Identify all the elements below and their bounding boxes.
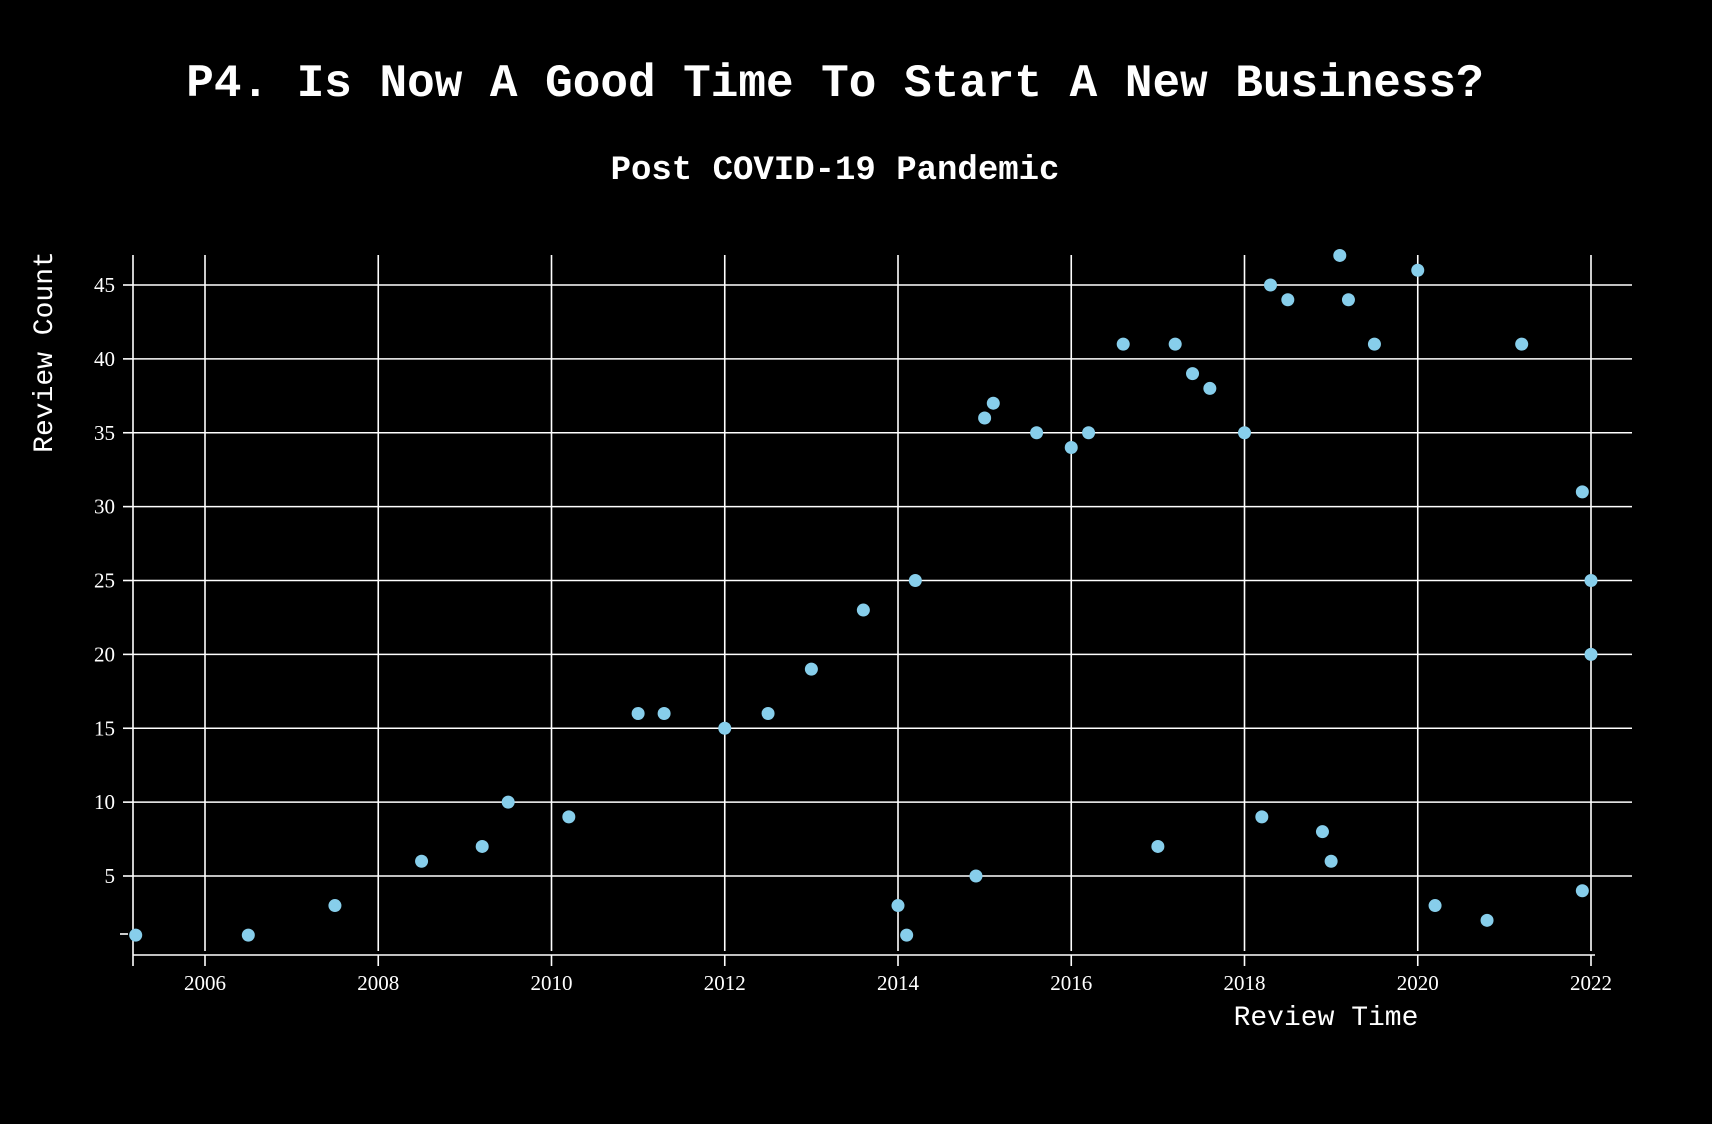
- data-point: [475, 839, 489, 853]
- data-point: [1168, 337, 1182, 351]
- y-tick-label: 20: [94, 642, 115, 666]
- data-point: [900, 928, 914, 942]
- data-point: [1116, 337, 1130, 351]
- data-point: [1584, 574, 1598, 587]
- data-point: [1315, 825, 1329, 839]
- x-tick-label: 2008: [357, 971, 399, 995]
- x-tick-label: 2018: [1224, 971, 1266, 995]
- data-point: [1584, 647, 1598, 661]
- data-point: [1428, 899, 1442, 913]
- data-point: [1151, 839, 1165, 853]
- data-point: [415, 854, 429, 868]
- data-point: [1324, 854, 1338, 868]
- axes: 2006 2008 2010 2012 2014 2016 2018 2020 2022 5 10 1…: [94, 255, 1612, 995]
- data-point: [1281, 293, 1295, 307]
- y-tick-label: 30: [94, 495, 115, 519]
- data-point: [1411, 263, 1425, 277]
- data-point: [1064, 441, 1078, 455]
- data-point: [328, 899, 342, 913]
- y-tick-label: 10: [94, 790, 115, 814]
- x-tick-label: 2016: [1050, 971, 1092, 995]
- data-point: [986, 396, 1000, 410]
- data-points: [129, 248, 1598, 942]
- x-tick-label: 2022: [1570, 971, 1612, 995]
- data-point: [1082, 426, 1096, 440]
- data-point: [1341, 293, 1355, 307]
- data-point: [1333, 248, 1347, 262]
- data-point: [978, 411, 992, 425]
- data-point: [1515, 337, 1529, 351]
- x-tick-label: 2010: [531, 971, 573, 995]
- data-point: [1575, 485, 1589, 499]
- data-point: [856, 603, 870, 617]
- data-point: [761, 706, 775, 720]
- data-point: [1367, 337, 1381, 351]
- data-point: [1238, 426, 1251, 440]
- data-point: [631, 706, 645, 720]
- chart-subtitle: Post COVID-19 Pandemic: [610, 152, 1060, 190]
- data-point: [1203, 381, 1217, 395]
- data-point: [908, 574, 922, 587]
- y-tick-label: 5: [105, 864, 116, 888]
- y-axis-label: Review Count: [30, 251, 61, 453]
- y-tick-label: 45: [94, 273, 115, 297]
- grid-lines: [133, 255, 1632, 951]
- x-tick-label: 2012: [704, 971, 746, 995]
- data-point: [1480, 913, 1494, 927]
- data-point: [804, 662, 818, 676]
- x-tick-label: 2014: [877, 971, 920, 995]
- data-point: [891, 899, 905, 913]
- data-point: [1186, 367, 1200, 381]
- y-tick-label: 35: [94, 421, 115, 445]
- data-point: [1575, 884, 1589, 898]
- data-point: [1255, 810, 1269, 824]
- x-tick-label: 2006: [184, 971, 226, 995]
- data-point: [718, 721, 732, 735]
- y-tick-label: 15: [94, 716, 115, 740]
- y-tick-label: 25: [94, 569, 115, 593]
- data-point: [562, 810, 576, 824]
- data-point: [129, 928, 143, 942]
- data-point: [657, 706, 671, 720]
- y-tick-label: 40: [94, 347, 115, 371]
- x-tick-label: 2020: [1397, 971, 1439, 995]
- data-point: [1263, 278, 1277, 292]
- data-point: [969, 869, 983, 883]
- x-axis-label: Review Time: [1234, 1003, 1419, 1034]
- chart-title: P4. Is Now A Good Time To Start A New Bu…: [186, 58, 1484, 110]
- data-point: [241, 928, 255, 942]
- data-point: [1030, 426, 1044, 440]
- data-point: [501, 795, 515, 809]
